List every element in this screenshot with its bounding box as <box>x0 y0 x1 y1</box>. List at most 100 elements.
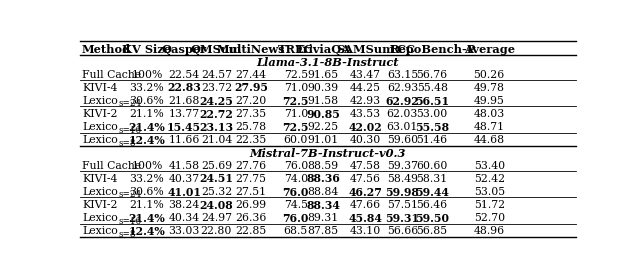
Text: 24.51: 24.51 <box>200 174 234 185</box>
Text: 43.53: 43.53 <box>349 109 381 119</box>
Text: 27.44: 27.44 <box>236 70 267 80</box>
Text: 46.27: 46.27 <box>348 186 382 197</box>
Text: 57.51: 57.51 <box>387 200 418 210</box>
Text: 30.6%: 30.6% <box>129 187 164 197</box>
Text: 49.78: 49.78 <box>474 83 505 93</box>
Text: 22.85: 22.85 <box>236 226 267 236</box>
Text: 60.0: 60.0 <box>284 135 308 145</box>
Text: 56.51: 56.51 <box>415 95 449 106</box>
Text: 12.4%: 12.4% <box>129 135 165 146</box>
Text: 26.36: 26.36 <box>236 213 267 223</box>
Text: 33.2%: 33.2% <box>129 174 164 184</box>
Text: KV Size: KV Size <box>122 44 172 55</box>
Text: 100%: 100% <box>131 161 163 171</box>
Text: 74.0: 74.0 <box>284 174 308 184</box>
Text: 71.0: 71.0 <box>284 83 308 93</box>
Text: 56.76: 56.76 <box>417 70 448 80</box>
Text: 23.13: 23.13 <box>199 122 234 133</box>
Text: 25.69: 25.69 <box>201 161 232 171</box>
Text: 38.24: 38.24 <box>168 200 200 210</box>
Text: 22.72: 22.72 <box>200 109 234 120</box>
Text: 89.31: 89.31 <box>307 213 339 223</box>
Text: 74.5: 74.5 <box>284 200 308 210</box>
Text: 27.20: 27.20 <box>236 96 267 106</box>
Text: 23.72: 23.72 <box>201 83 232 93</box>
Text: 41.01: 41.01 <box>167 186 201 197</box>
Text: 58.31: 58.31 <box>417 174 448 184</box>
Text: 59.50: 59.50 <box>415 213 449 224</box>
Text: 53.40: 53.40 <box>474 161 505 171</box>
Text: KIVI-4: KIVI-4 <box>82 174 117 184</box>
Text: 27.76: 27.76 <box>236 161 267 171</box>
Text: 55.48: 55.48 <box>417 83 447 93</box>
Text: 59.60: 59.60 <box>387 135 418 145</box>
Text: 25.32: 25.32 <box>201 187 232 197</box>
Text: 24.57: 24.57 <box>201 70 232 80</box>
Text: 12.4%: 12.4% <box>129 226 165 237</box>
Text: s=8: s=8 <box>119 230 136 239</box>
Text: QMSum: QMSum <box>191 44 242 55</box>
Text: 41.58: 41.58 <box>168 161 200 171</box>
Text: 47.66: 47.66 <box>349 200 381 210</box>
Text: 21.68: 21.68 <box>168 96 200 106</box>
Text: 43.47: 43.47 <box>349 70 381 80</box>
Text: 59.44: 59.44 <box>415 186 449 197</box>
Text: 42.93: 42.93 <box>349 96 381 106</box>
Text: SAMSum: SAMSum <box>336 44 394 55</box>
Text: 13.77: 13.77 <box>168 109 200 119</box>
Text: 72.5: 72.5 <box>282 122 309 133</box>
Text: 76.0: 76.0 <box>283 186 309 197</box>
Text: 40.37: 40.37 <box>168 174 200 184</box>
Text: 88.36: 88.36 <box>306 174 340 185</box>
Text: 76.0: 76.0 <box>284 161 308 171</box>
Text: KIVI-2: KIVI-2 <box>82 109 118 119</box>
Text: 22.80: 22.80 <box>201 226 232 236</box>
Text: 11.66: 11.66 <box>168 135 200 145</box>
Text: 91.01: 91.01 <box>307 135 339 145</box>
Text: 59.98: 59.98 <box>385 186 419 197</box>
Text: 91.58: 91.58 <box>307 96 339 106</box>
Text: 48.71: 48.71 <box>474 122 505 132</box>
Text: 51.46: 51.46 <box>417 135 448 145</box>
Text: Llama-3.1-8B-Instruct: Llama-3.1-8B-Instruct <box>257 57 399 68</box>
Text: 62.93: 62.93 <box>387 83 418 93</box>
Text: 27.35: 27.35 <box>236 109 267 119</box>
Text: 68.5: 68.5 <box>284 226 308 236</box>
Text: 72.5: 72.5 <box>284 70 308 80</box>
Text: 59.31: 59.31 <box>385 213 419 224</box>
Text: 15.45: 15.45 <box>167 122 201 133</box>
Text: 53.00: 53.00 <box>417 109 448 119</box>
Text: 47.56: 47.56 <box>349 174 381 184</box>
Text: KIVI-2: KIVI-2 <box>82 200 118 210</box>
Text: 24.97: 24.97 <box>201 213 232 223</box>
Text: 90.39: 90.39 <box>307 83 339 93</box>
Text: 50.26: 50.26 <box>474 70 505 80</box>
Text: s=24: s=24 <box>119 190 142 199</box>
Text: 30.6%: 30.6% <box>129 96 164 106</box>
Text: Lexico: Lexico <box>82 135 118 145</box>
Text: Full Cache: Full Cache <box>82 161 141 171</box>
Text: 43.10: 43.10 <box>349 226 381 236</box>
Text: s=16: s=16 <box>119 125 142 134</box>
Text: 92.25: 92.25 <box>307 122 339 132</box>
Text: 100%: 100% <box>131 70 163 80</box>
Text: 52.70: 52.70 <box>474 213 505 223</box>
Text: 56.46: 56.46 <box>417 200 448 210</box>
Text: 49.95: 49.95 <box>474 96 504 106</box>
Text: Lexico: Lexico <box>82 122 118 132</box>
Text: 62.03: 62.03 <box>387 109 418 119</box>
Text: 60.60: 60.60 <box>417 161 448 171</box>
Text: 63.01: 63.01 <box>387 122 418 132</box>
Text: 33.03: 33.03 <box>168 226 200 236</box>
Text: Lexico: Lexico <box>82 187 118 197</box>
Text: 40.30: 40.30 <box>349 135 381 145</box>
Text: 25.78: 25.78 <box>236 122 267 132</box>
Text: 24.08: 24.08 <box>200 200 233 211</box>
Text: Full Cache: Full Cache <box>82 70 141 80</box>
Text: 40.34: 40.34 <box>168 213 200 223</box>
Text: 51.72: 51.72 <box>474 200 505 210</box>
Text: Method: Method <box>82 44 131 55</box>
Text: 62.92: 62.92 <box>385 95 419 106</box>
Text: KIVI-4: KIVI-4 <box>82 83 117 93</box>
Text: 22.83: 22.83 <box>167 82 201 94</box>
